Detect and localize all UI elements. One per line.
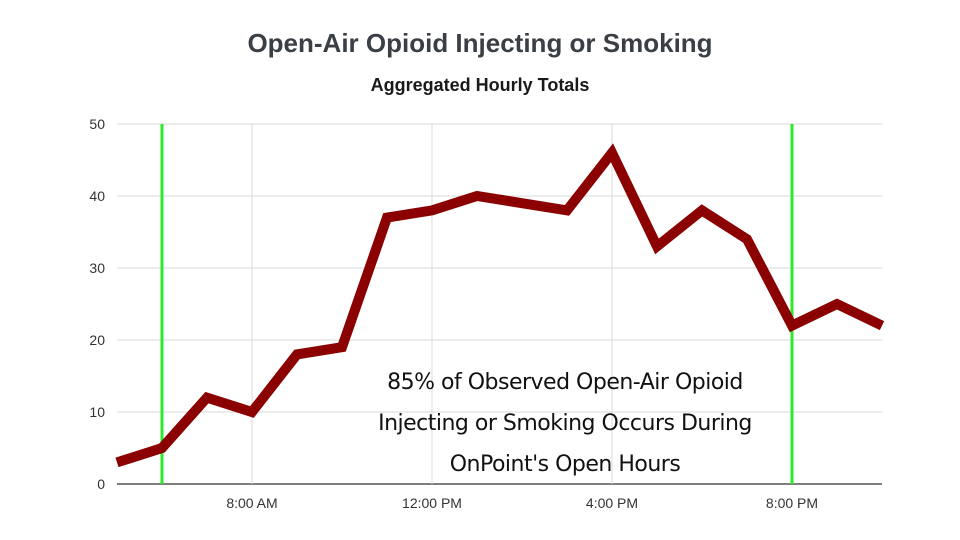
x-axis-ticks: 8:00 AM 12:00 PM 4:00 PM 8:00 PM <box>226 495 818 511</box>
x-tick-label: 4:00 PM <box>586 495 638 511</box>
y-tick-label: 40 <box>89 188 105 204</box>
y-tick-label: 30 <box>89 260 105 276</box>
x-tick-label: 8:00 PM <box>766 495 818 511</box>
chart-annotation: 85% of Observed Open-Air Opioid Injectin… <box>360 362 770 485</box>
chart-title: Open-Air Opioid Injecting or Smoking <box>247 28 713 58</box>
data-series <box>115 143 885 468</box>
y-tick-label: 10 <box>89 404 105 420</box>
annotation-line-2: Injecting or Smoking Occurs During <box>378 411 752 436</box>
y-tick-label: 50 <box>89 116 105 132</box>
series-line <box>115 143 885 468</box>
open-hours-markers <box>160 124 794 484</box>
annotation-line-1: 85% of Observed Open-Air Opioid <box>387 370 743 395</box>
y-tick-label: 0 <box>97 476 105 492</box>
y-tick-label: 20 <box>89 332 105 348</box>
x-tick-label: 8:00 AM <box>226 495 277 511</box>
x-tick-label: 12:00 PM <box>402 495 462 511</box>
annotation-line-3: OnPoint's Open Hours <box>449 452 681 477</box>
y-axis-ticks: 0 10 20 30 40 50 <box>89 116 105 492</box>
chart-subtitle: Aggregated Hourly Totals <box>370 75 590 95</box>
